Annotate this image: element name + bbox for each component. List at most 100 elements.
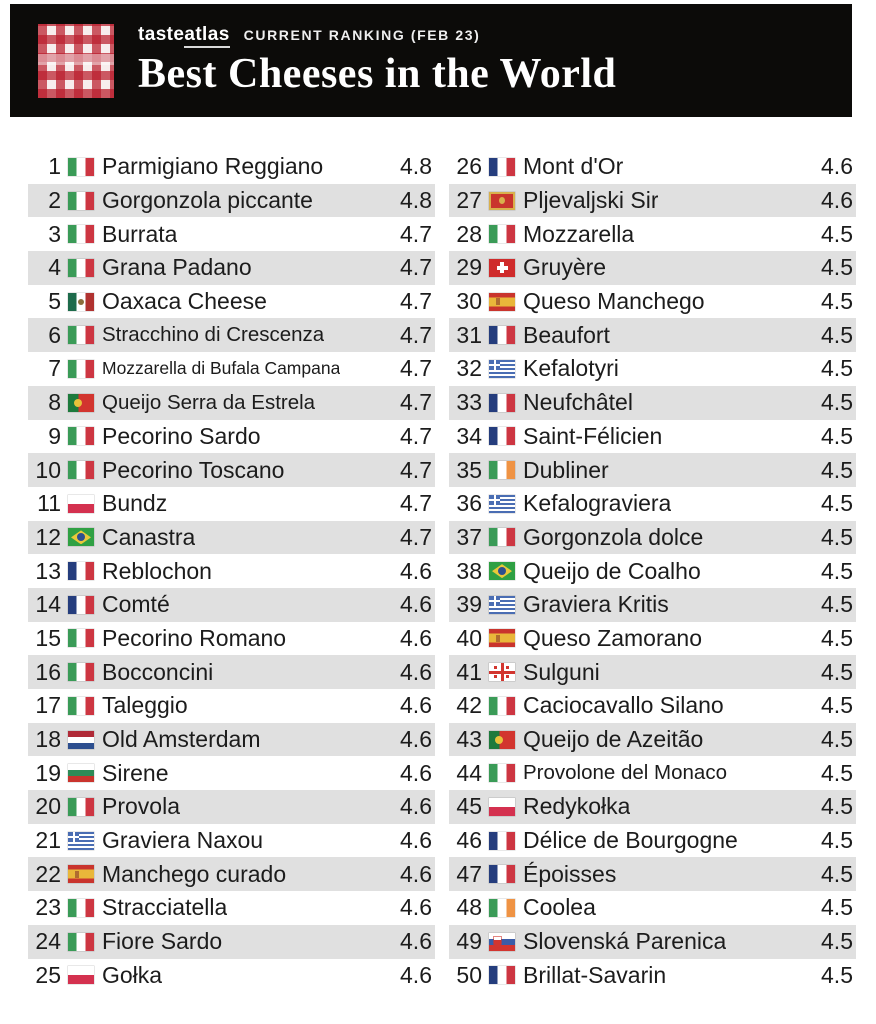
rating-value: 4.5 (821, 928, 853, 955)
ranking-row: 34 Saint-Félicien 4.5 (449, 420, 856, 454)
rating-value: 4.7 (400, 523, 432, 550)
rating-value: 4.5 (821, 827, 853, 854)
flag-icon-italy (489, 225, 515, 244)
cheese-name: Queijo de Coalho (523, 557, 701, 584)
cheese-name: Gorgonzola piccante (102, 187, 313, 214)
rating-value: 4.5 (821, 288, 853, 315)
rank-number: 41 (456, 658, 482, 685)
flag-icon-italy (68, 696, 94, 715)
rank-number: 28 (456, 220, 482, 247)
rank-number: 50 (456, 961, 482, 988)
flag-icon-italy (68, 932, 94, 951)
ranking-subtitle: CURRENT RANKING (FEB 23) (243, 26, 481, 43)
flag-icon-spain (489, 629, 515, 648)
ranking-row: 47 Époisses 4.5 (449, 857, 856, 892)
ranking-row: 5 Oaxaca Cheese 4.7 (28, 285, 435, 319)
ranking-row: 29 Gruyère 4.5 (449, 251, 856, 285)
rank-number: 10 (35, 456, 61, 483)
rating-value: 4.5 (821, 624, 853, 651)
cheese-name: Kefalograviera (523, 490, 672, 517)
ranking-row: 20 Provola 4.6 (28, 790, 435, 824)
cheese-name: Pljevaljski Sir (523, 187, 659, 214)
ranking-row: 14 Comté 4.6 (28, 587, 435, 622)
ranking-row: 43 Queijo de Azeitão 4.5 (449, 722, 856, 757)
cheese-name: Queijo de Azeitão (523, 726, 704, 753)
cheese-name: Neufchâtel (523, 389, 633, 416)
rank-number: 32 (456, 355, 482, 382)
flag-icon-italy (68, 663, 94, 682)
cheese-name: Redykołka (523, 793, 631, 820)
rank-number: 43 (456, 726, 482, 753)
rating-value: 4.6 (400, 827, 432, 854)
ranking-row: 37 Gorgonzola dolce 4.5 (449, 520, 856, 555)
cheese-name: Provolone del Monaco (523, 761, 727, 785)
ranking-row: 2 Gorgonzola piccante 4.8 (28, 183, 435, 218)
rank-number: 48 (456, 894, 482, 921)
cheese-name: Mozzarella (523, 220, 635, 247)
rating-value: 4.6 (400, 658, 432, 685)
header-text: tasteatlas CURRENT RANKING (FEB 23) Best… (138, 23, 616, 97)
flag-icon-portugal (489, 730, 515, 749)
rating-value: 4.6 (400, 928, 432, 955)
ranking-row: 38 Queijo de Coalho 4.5 (449, 554, 856, 588)
ranking-row: 4 Grana Padano 4.7 (28, 251, 435, 285)
cheese-name: Comté (102, 591, 170, 618)
rank-number: 4 (48, 254, 61, 281)
flag-icon-netherlands (68, 730, 94, 749)
rating-value: 4.6 (400, 726, 432, 753)
rating-value: 4.6 (400, 557, 432, 584)
rank-number: 39 (456, 591, 482, 618)
cheese-name: Oaxaca Cheese (102, 288, 267, 315)
rank-number: 45 (456, 793, 482, 820)
rank-number: 8 (48, 389, 61, 416)
rating-value: 4.5 (821, 860, 853, 887)
rank-number: 9 (48, 422, 61, 449)
ranking-row: 30 Queso Manchego 4.5 (449, 285, 856, 319)
rank-number: 44 (456, 759, 482, 786)
flag-icon-france (68, 595, 94, 614)
ranking-column: 1 Parmigiano Reggiano 4.8 2 Gorgonzola picca… (28, 150, 435, 992)
cheese-name: Gorgonzola dolce (523, 523, 704, 550)
rank-number: 24 (35, 928, 61, 955)
rating-value: 4.7 (400, 220, 432, 247)
ranking-row: 35 Dubliner 4.5 (449, 453, 856, 487)
ranking-column: 26 Mont d'Or 4.6 27 Pljevaljski Sir 4.6 28 Mozz… (449, 150, 856, 992)
rank-number: 35 (456, 456, 482, 483)
cheese-name: Sirene (102, 759, 169, 786)
rank-number: 42 (456, 692, 482, 719)
cheese-name: Stracciatella (102, 894, 228, 921)
ranking-row: 7 Mozzarella di Bufala Campana 4.7 (28, 352, 435, 386)
rank-number: 18 (35, 726, 61, 753)
rank-number: 21 (35, 827, 61, 854)
rating-value: 4.6 (821, 187, 853, 214)
flag-icon-montenegro (489, 191, 515, 210)
rank-number: 25 (35, 961, 61, 988)
flag-icon-italy (489, 764, 515, 783)
cheese-name: Beaufort (523, 321, 610, 348)
rating-value: 4.6 (821, 153, 853, 180)
rank-number: 1 (48, 153, 61, 180)
cheese-name: Sulguni (523, 658, 600, 685)
cheese-name: Provola (102, 793, 180, 820)
ranking-row: 16 Bocconcini 4.6 (28, 655, 435, 689)
flag-icon-switzerland (489, 258, 515, 277)
flag-icon-poland (68, 966, 94, 985)
rank-number: 12 (35, 523, 61, 550)
rating-value: 4.7 (400, 254, 432, 281)
ranking-row: 44 Provolone del Monaco 4.5 (449, 756, 856, 790)
cheese-name: Saint-Félicien (523, 422, 663, 449)
ranking-row: 6 Stracchino di Crescenza 4.7 (28, 318, 435, 353)
rating-value: 4.7 (400, 288, 432, 315)
rating-value: 4.6 (400, 759, 432, 786)
flag-icon-poland (489, 797, 515, 816)
cheese-name: Queso Manchego (523, 288, 705, 315)
cheese-name: Grana Padano (102, 254, 252, 281)
flag-icon-italy (68, 326, 94, 345)
rank-number: 40 (456, 624, 482, 651)
rating-value: 4.5 (821, 557, 853, 584)
rating-value: 4.6 (400, 793, 432, 820)
flag-icon-ireland (489, 461, 515, 480)
rating-value: 4.8 (400, 153, 432, 180)
cheese-name: Époisses (523, 860, 617, 887)
ranking-row: 13 Reblochon 4.6 (28, 554, 435, 588)
